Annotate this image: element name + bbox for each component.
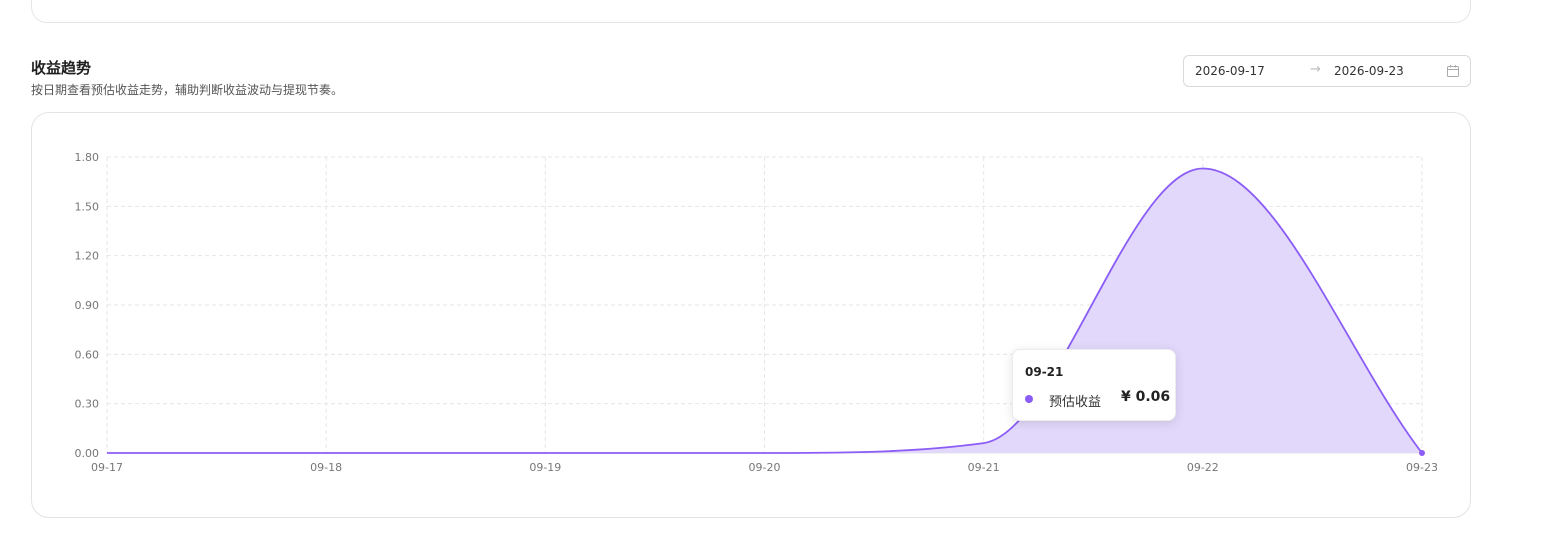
x-tick-label: 09-17 — [91, 461, 123, 474]
tooltip-date: 09-21 — [1025, 365, 1064, 379]
x-tick-label: 09-22 — [1187, 461, 1219, 474]
calendar-icon[interactable] — [1446, 64, 1460, 78]
x-tick-label: 09-20 — [749, 461, 781, 474]
date-range-picker[interactable]: 2026-09-17 → 2026-09-23 — [1183, 55, 1471, 87]
data-point[interactable] — [1419, 450, 1425, 456]
y-tick-label: 0.90 — [75, 299, 100, 312]
y-tick-label: 1.80 — [75, 151, 100, 164]
y-tick-label: 1.20 — [75, 250, 100, 263]
y-tick-label: 0.60 — [75, 348, 100, 361]
x-tick-label: 09-18 — [310, 461, 342, 474]
chart-tooltip: 09-21 预估收益 ¥ 0.06 — [1012, 349, 1176, 421]
tooltip-series-dot — [1025, 395, 1033, 403]
y-tick-label: 0.30 — [75, 398, 100, 411]
section-description: 按日期查看预估收益走势，辅助判断收益波动与提现节奏。 — [31, 83, 344, 97]
x-tick-label: 09-21 — [968, 461, 1000, 474]
section-title: 收益趋势 — [31, 59, 92, 77]
y-tick-label: 0.00 — [75, 447, 100, 460]
end-date[interactable]: 2026-09-23 — [1334, 64, 1404, 78]
y-tick-label: 1.50 — [75, 200, 100, 213]
x-tick-label: 09-23 — [1406, 461, 1438, 474]
x-tick-label: 09-19 — [529, 461, 561, 474]
date-range-arrow: → — [1310, 62, 1321, 77]
series-line — [107, 167, 1423, 454]
tooltip-value: ¥ 0.06 — [1121, 389, 1171, 405]
tooltip-series-name: 预估收益 — [1049, 395, 1102, 410]
start-date[interactable]: 2026-09-17 — [1195, 64, 1265, 78]
